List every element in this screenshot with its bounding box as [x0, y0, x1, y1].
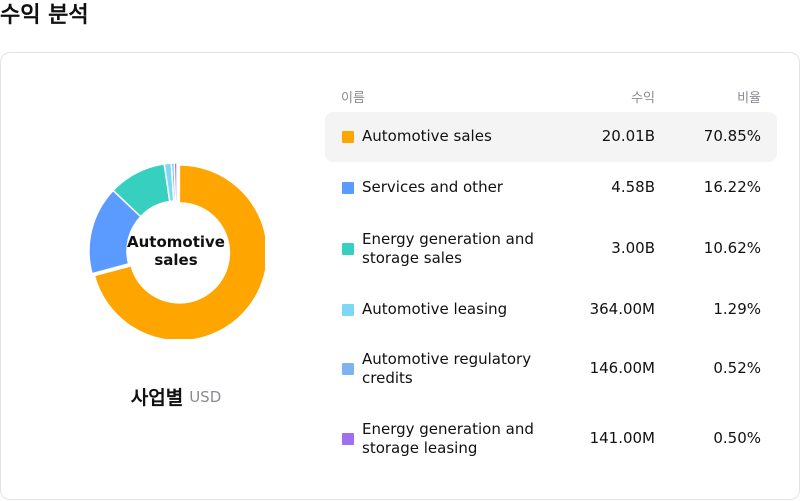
donut-slice-0[interactable] — [93, 164, 265, 339]
row-name: Energy generation and storage sales — [362, 230, 534, 267]
row-revenue: 146.00M — [589, 359, 655, 377]
legend-swatch — [342, 433, 354, 445]
row-ratio: 70.85% — [703, 127, 761, 145]
revenue-table: 이름 수익 비율 Automotive sales 20.01B 70.85% … — [325, 78, 777, 474]
legend-swatch — [342, 182, 354, 194]
chart-unit: USD — [189, 387, 222, 406]
table-header: 이름 수익 비율 — [325, 78, 777, 112]
donut-chart — [89, 163, 265, 339]
chart-area: Automotive sales 사업별 USD — [1, 53, 331, 499]
header-name: 이름 — [341, 91, 365, 106]
table-row-automotive-regulatory-credits[interactable]: Automotive regulatory credits 146.00M 0.… — [325, 334, 777, 404]
row-name: Automotive regulatory credits — [362, 350, 532, 387]
table-row-automotive-leasing[interactable]: Automotive leasing 364.00M 1.29% — [325, 284, 777, 334]
row-name: Energy generation and storage leasing — [362, 420, 534, 457]
table-row-services-and-other[interactable]: Services and other 4.58B 16.22% — [325, 162, 777, 214]
row-revenue: 3.00B — [611, 239, 655, 257]
row-revenue: 4.58B — [611, 178, 655, 196]
row-revenue: 20.01B — [601, 127, 655, 145]
row-ratio: 0.52% — [713, 359, 761, 377]
row-ratio: 10.62% — [703, 239, 761, 257]
row-name: Automotive sales — [362, 127, 492, 145]
table-row-automotive-sales[interactable]: Automotive sales 20.01B 70.85% — [325, 112, 777, 162]
chart-title: 사업별 — [130, 387, 184, 409]
header-revenue: 수익 — [631, 91, 655, 106]
row-ratio: 1.29% — [713, 300, 761, 318]
table-row-energy-generation-storage-sales[interactable]: Energy generation and storage sales 3.00… — [325, 214, 777, 284]
row-revenue: 141.00M — [589, 429, 655, 447]
legend-swatch — [342, 304, 354, 316]
page-title: 수익 분석 — [0, 3, 89, 28]
revenue-analysis-card: Automotive sales 사업별 USD 이름 수익 비율 Automot… — [0, 52, 800, 500]
donut-slice-5[interactable] — [173, 163, 178, 202]
row-ratio: 16.22% — [703, 178, 761, 196]
legend-swatch — [342, 131, 354, 143]
legend-swatch — [342, 363, 354, 375]
row-ratio: 0.50% — [713, 429, 761, 447]
row-name: Services and other — [362, 178, 503, 196]
row-name: Automotive leasing — [362, 300, 508, 318]
table-row-energy-generation-storage-leasing[interactable]: Energy generation and storage leasing 14… — [325, 404, 777, 474]
header-ratio: 비율 — [737, 91, 761, 106]
chart-caption: 사업별 USD — [1, 383, 351, 410]
legend-swatch — [342, 243, 354, 255]
donut-center-label: Automotive sales — [127, 233, 225, 269]
row-revenue: 364.00M — [589, 300, 655, 318]
